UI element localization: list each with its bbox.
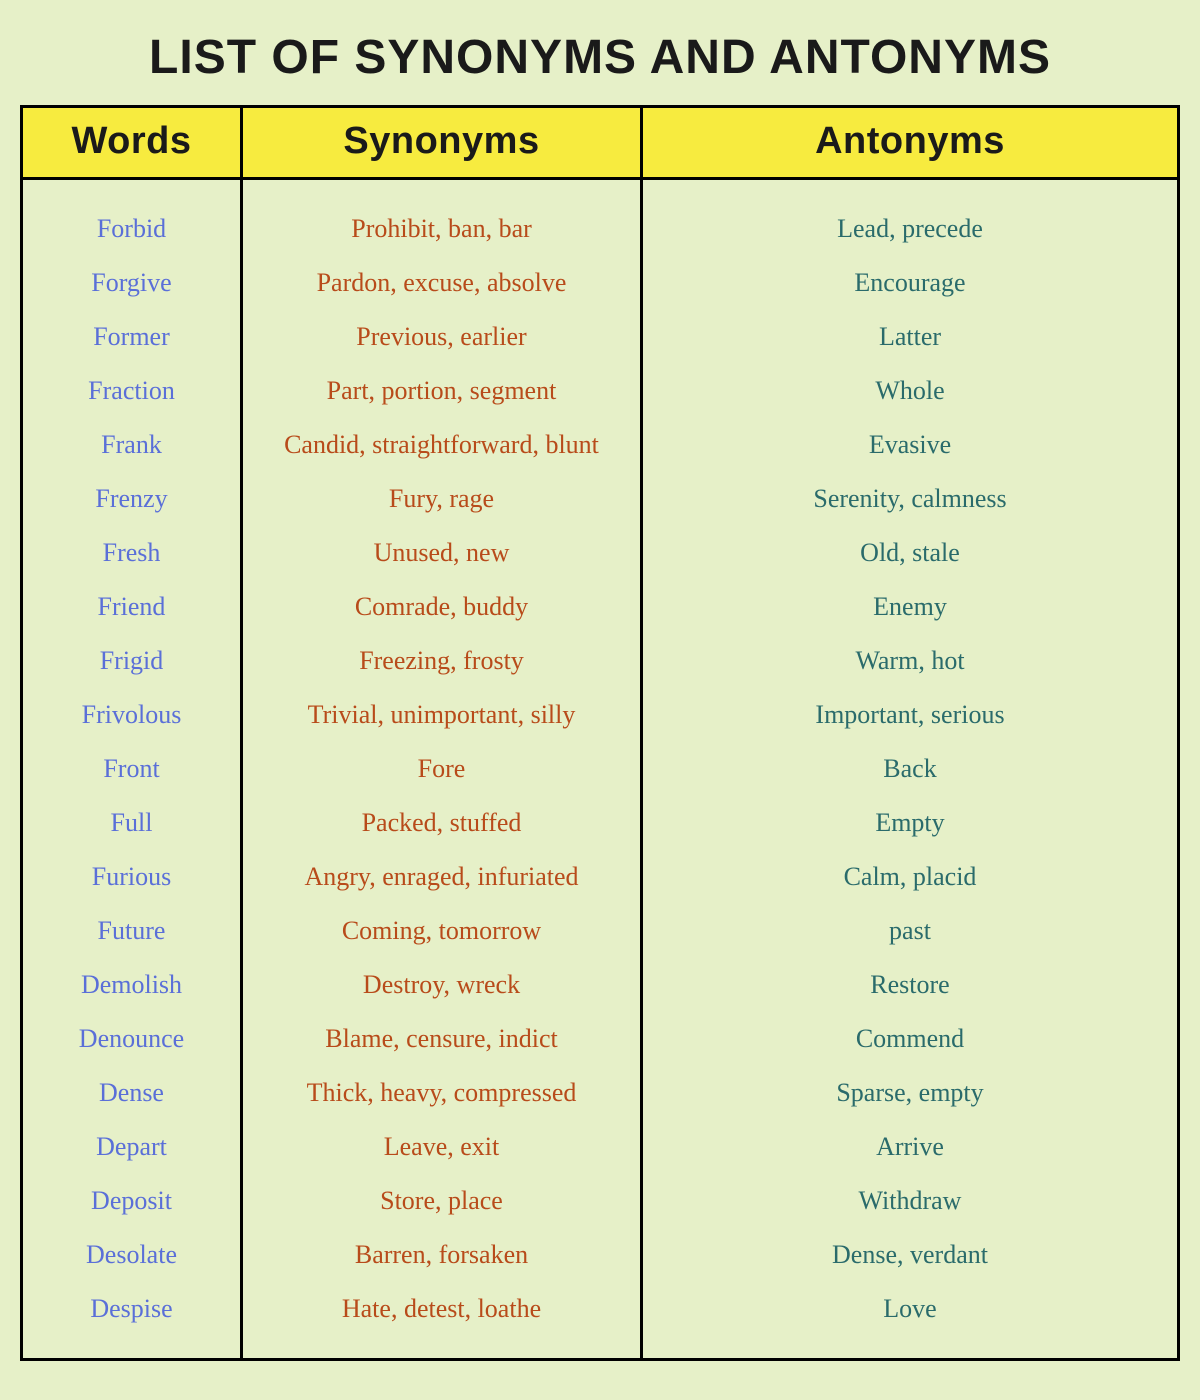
antonym-cell: Warm, hot: [653, 634, 1167, 688]
synonyms-column: Prohibit, ban, barPardon, excuse, absolv…: [243, 180, 643, 1358]
antonym-cell: Love: [653, 1282, 1167, 1336]
synonym-cell: Fore: [253, 742, 630, 796]
word-cell: Future: [33, 904, 230, 958]
antonym-cell: Lead, precede: [653, 202, 1167, 256]
synonym-cell: Pardon, excuse, absolve: [253, 256, 630, 310]
antonym-cell: past: [653, 904, 1167, 958]
vocab-table: Words Synonyms Antonyms ForbidForgiveFor…: [20, 105, 1180, 1361]
word-cell: Despise: [33, 1282, 230, 1336]
synonym-cell: Comrade, buddy: [253, 580, 630, 634]
antonym-cell: Sparse, empty: [653, 1066, 1167, 1120]
antonym-cell: Empty: [653, 796, 1167, 850]
synonym-cell: Coming, tomorrow: [253, 904, 630, 958]
word-cell: Frigid: [33, 634, 230, 688]
column-header-antonyms: Antonyms: [643, 108, 1177, 177]
synonym-cell: Fury, rage: [253, 472, 630, 526]
table-header-row: Words Synonyms Antonyms: [23, 108, 1177, 180]
page-title: LIST OF SYNONYMS AND ANTONYMS: [20, 30, 1180, 85]
word-cell: Full: [33, 796, 230, 850]
antonym-cell: Dense, verdant: [653, 1228, 1167, 1282]
antonym-cell: Encourage: [653, 256, 1167, 310]
word-cell: Demolish: [33, 958, 230, 1012]
antonym-cell: Withdraw: [653, 1174, 1167, 1228]
antonym-cell: Latter: [653, 310, 1167, 364]
word-cell: Former: [33, 310, 230, 364]
synonym-cell: Unused, new: [253, 526, 630, 580]
antonym-cell: Back: [653, 742, 1167, 796]
synonym-cell: Leave, exit: [253, 1120, 630, 1174]
synonym-cell: Hate, detest, loathe: [253, 1282, 630, 1336]
word-cell: Fraction: [33, 364, 230, 418]
antonym-cell: Whole: [653, 364, 1167, 418]
word-cell: Forgive: [33, 256, 230, 310]
antonym-cell: Important, serious: [653, 688, 1167, 742]
synonym-cell: Prohibit, ban, bar: [253, 202, 630, 256]
word-cell: Frenzy: [33, 472, 230, 526]
synonym-cell: Thick, heavy, compressed: [253, 1066, 630, 1120]
antonym-cell: Old, stale: [653, 526, 1167, 580]
word-cell: Frank: [33, 418, 230, 472]
word-cell: Deposit: [33, 1174, 230, 1228]
word-cell: Furious: [33, 850, 230, 904]
synonym-cell: Candid, straightforward, blunt: [253, 418, 630, 472]
word-cell: Fresh: [33, 526, 230, 580]
antonym-cell: Enemy: [653, 580, 1167, 634]
synonym-cell: Store, place: [253, 1174, 630, 1228]
antonym-cell: Evasive: [653, 418, 1167, 472]
antonym-cell: Arrive: [653, 1120, 1167, 1174]
synonym-cell: Barren, forsaken: [253, 1228, 630, 1282]
antonym-cell: Restore: [653, 958, 1167, 1012]
synonym-cell: Freezing, frosty: [253, 634, 630, 688]
synonym-cell: Trivial, unimportant, silly: [253, 688, 630, 742]
word-cell: Friend: [33, 580, 230, 634]
synonym-cell: Packed, stuffed: [253, 796, 630, 850]
synonym-cell: Destroy, wreck: [253, 958, 630, 1012]
antonyms-column: Lead, precedeEncourageLatterWholeEvasive…: [643, 180, 1177, 1358]
synonym-cell: Part, portion, segment: [253, 364, 630, 418]
synonym-cell: Angry, enraged, infuriated: [253, 850, 630, 904]
word-cell: Front: [33, 742, 230, 796]
word-cell: Depart: [33, 1120, 230, 1174]
antonym-cell: Commend: [653, 1012, 1167, 1066]
word-cell: Denounce: [33, 1012, 230, 1066]
word-cell: Desolate: [33, 1228, 230, 1282]
antonym-cell: Serenity, calmness: [653, 472, 1167, 526]
words-column: ForbidForgiveFormerFractionFrankFrenzyFr…: [23, 180, 243, 1358]
word-cell: Frivolous: [33, 688, 230, 742]
table-body: ForbidForgiveFormerFractionFrankFrenzyFr…: [23, 180, 1177, 1358]
column-header-synonyms: Synonyms: [243, 108, 643, 177]
column-header-words: Words: [23, 108, 243, 177]
word-cell: Forbid: [33, 202, 230, 256]
word-cell: Dense: [33, 1066, 230, 1120]
synonym-cell: Blame, censure, indict: [253, 1012, 630, 1066]
synonym-cell: Previous, earlier: [253, 310, 630, 364]
antonym-cell: Calm, placid: [653, 850, 1167, 904]
